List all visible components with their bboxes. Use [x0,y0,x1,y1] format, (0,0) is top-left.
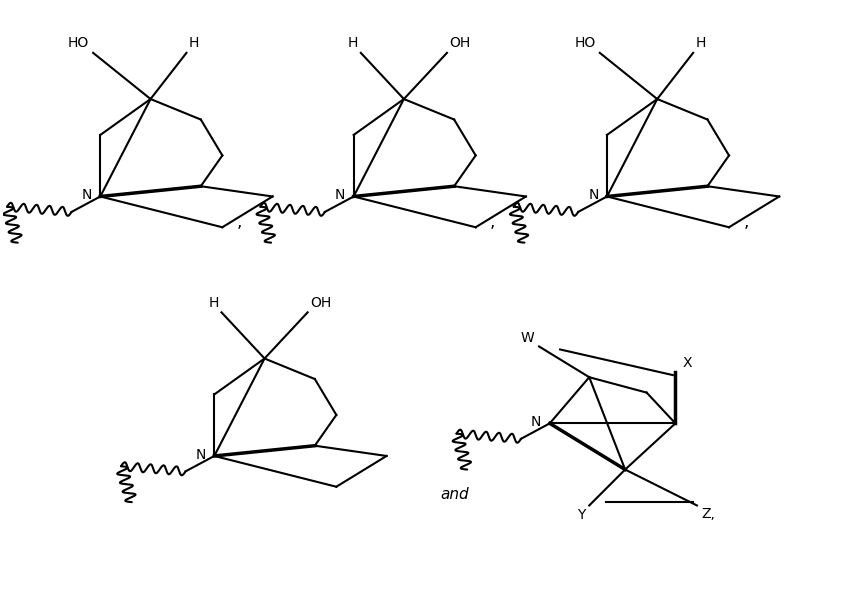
Text: ,: , [744,213,749,231]
Text: N: N [588,188,598,202]
Text: Z,: Z, [701,507,715,521]
Text: H: H [695,37,706,51]
Text: N: N [531,415,541,429]
Text: Y: Y [576,508,585,522]
Text: ,: , [236,213,242,231]
Text: HO: HO [575,37,596,51]
Text: H: H [208,296,219,310]
Text: N: N [196,448,206,462]
Text: N: N [335,188,345,202]
Text: H: H [189,37,200,51]
Text: OH: OH [310,296,332,310]
Text: HO: HO [68,37,89,51]
Text: X: X [683,356,692,370]
Text: N: N [82,188,92,202]
Text: OH: OH [450,37,471,51]
Text: ,: , [490,213,496,231]
Text: W: W [521,331,535,345]
Text: and: and [440,487,469,502]
Text: H: H [348,37,359,51]
